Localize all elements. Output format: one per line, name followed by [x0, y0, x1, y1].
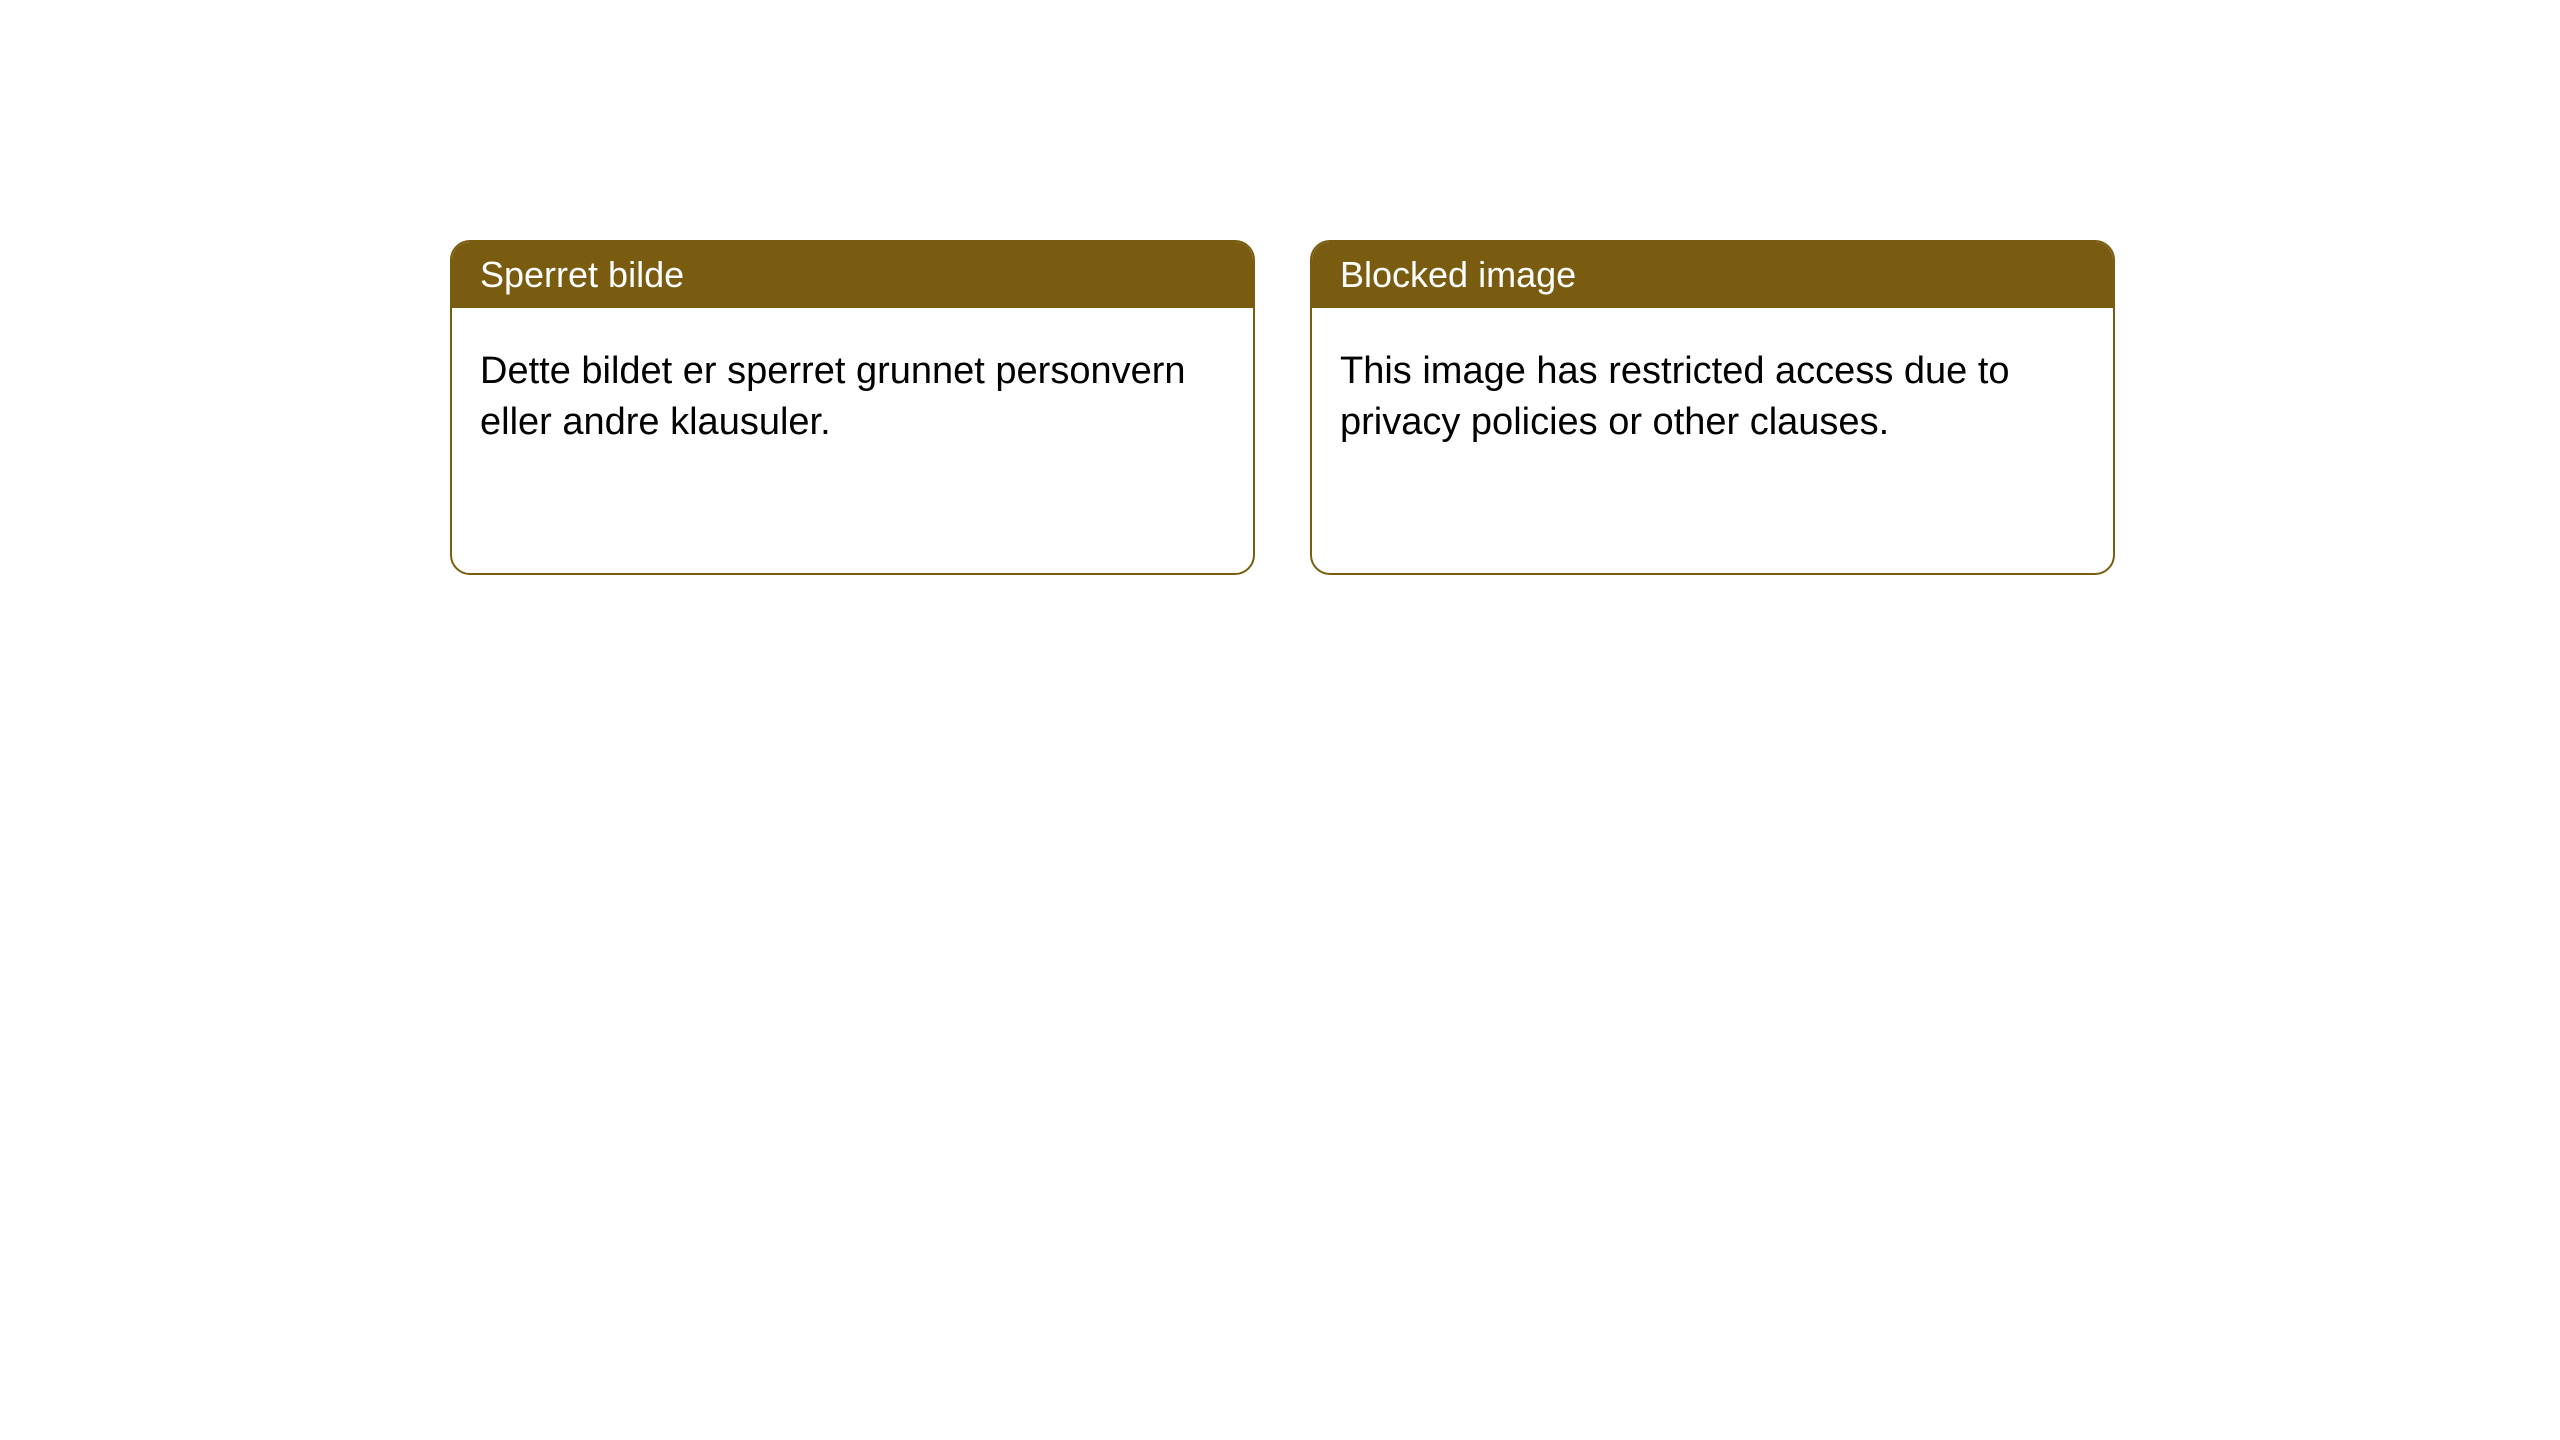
notice-message-english: This image has restricted access due to …	[1340, 350, 2010, 443]
notice-message-norwegian: Dette bildet er sperret grunnet personve…	[480, 350, 1186, 443]
notice-container: Sperret bilde Dette bildet er sperret gr…	[450, 240, 2115, 575]
notice-body-english: This image has restricted access due to …	[1312, 308, 2113, 487]
notice-card-english: Blocked image This image has restricted …	[1310, 240, 2115, 575]
notice-title-norwegian: Sperret bilde	[480, 254, 684, 295]
notice-header-english: Blocked image	[1312, 242, 2113, 308]
notice-header-norwegian: Sperret bilde	[452, 242, 1253, 308]
notice-card-norwegian: Sperret bilde Dette bildet er sperret gr…	[450, 240, 1255, 575]
notice-title-english: Blocked image	[1340, 254, 1576, 295]
notice-body-norwegian: Dette bildet er sperret grunnet personve…	[452, 308, 1253, 487]
